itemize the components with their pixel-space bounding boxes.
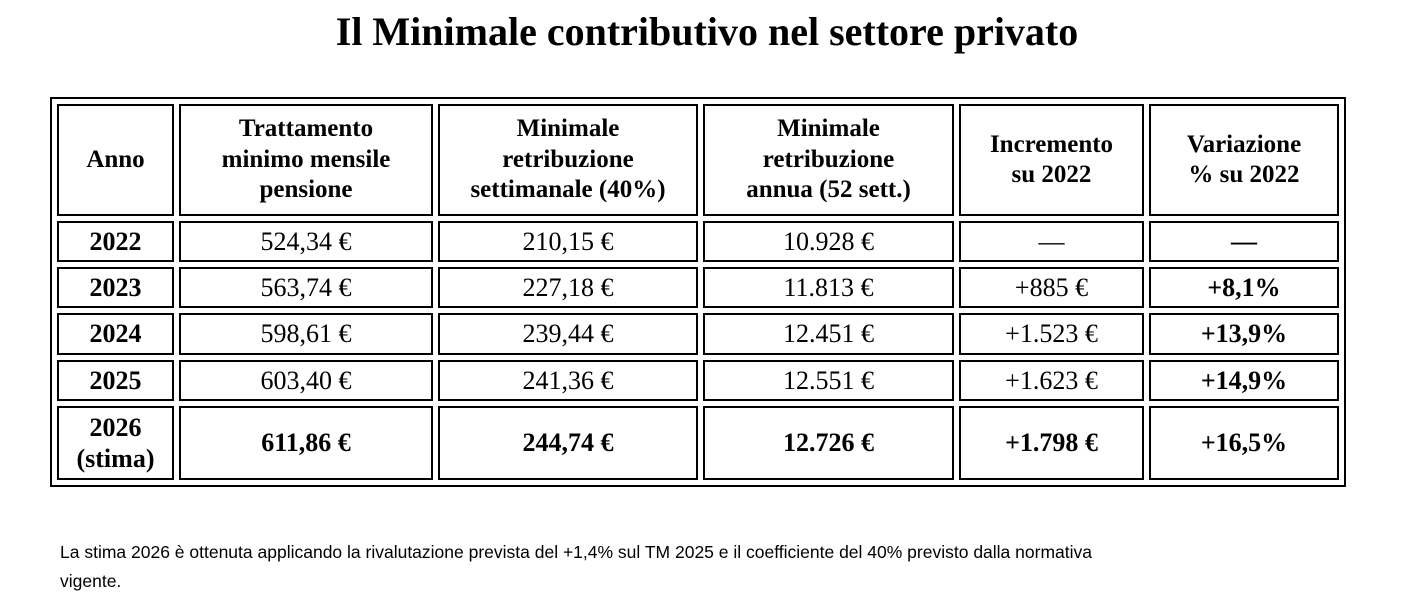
header-incremento: Incremento su 2022 <box>959 104 1144 216</box>
header-variazione: Variazione % su 2022 <box>1149 104 1339 216</box>
cell-incremento: +885 € <box>959 267 1144 309</box>
header-trattamento-minimo: Trattamento minimo mensile pensione <box>179 104 433 216</box>
cell-settimanale: 241,36 € <box>438 359 698 401</box>
cell-annua: 12.726 € <box>703 405 954 480</box>
cell-anno: 2024 <box>57 313 174 355</box>
footnote-stima-2026: La stima 2026 è ottenuta applicando la r… <box>60 542 1092 591</box>
cell-variazione: +8,1% <box>1149 267 1339 309</box>
cell-trattamento: 603,40 € <box>179 359 433 401</box>
cell-annua: 10.928 € <box>703 221 954 263</box>
cell-anno: 2025 <box>57 359 174 401</box>
header-minimale-settimanale: Minimale retribuzione settimanale (40%) <box>438 104 698 216</box>
cell-anno: 2022 <box>57 221 174 263</box>
cell-anno: 2026 (stima) <box>57 405 174 480</box>
cell-trattamento: 563,74 € <box>179 267 433 309</box>
cell-settimanale: 227,18 € <box>438 267 698 309</box>
cell-settimanale: 244,74 € <box>438 405 698 480</box>
cell-anno: 2023 <box>57 267 174 309</box>
minimale-contributivo-table: Anno Trattamento minimo mensile pensione… <box>50 97 1346 487</box>
cell-incremento: +1.798 € <box>959 405 1144 480</box>
cell-variazione: +13,9% <box>1149 313 1339 355</box>
cell-incremento: — <box>959 221 1144 263</box>
cell-incremento: +1.523 € <box>959 313 1144 355</box>
cell-annua: 12.451 € <box>703 313 954 355</box>
table-row-2026-stima: 2026 (stima) 611,86 € 244,74 € 12.726 € … <box>57 405 1339 480</box>
cell-variazione: — <box>1149 221 1339 263</box>
header-minimale-annua: Minimale retribuzione annua (52 sett.) <box>703 104 954 216</box>
header-row: Anno Trattamento minimo mensile pensione… <box>57 104 1339 216</box>
cell-trattamento: 524,34 € <box>179 221 433 263</box>
cell-variazione: +14,9% <box>1149 359 1339 401</box>
cell-annua: 12.551 € <box>703 359 954 401</box>
cell-variazione: +16,5% <box>1149 405 1339 480</box>
page-title: Il Minimale contributivo nel settore pri… <box>335 9 1079 54</box>
cell-trattamento: 611,86 € <box>179 405 433 480</box>
cell-settimanale: 239,44 € <box>438 313 698 355</box>
table-row-2023: 2023 563,74 € 227,18 € 11.813 € +885 € +… <box>57 267 1339 309</box>
cell-settimanale: 210,15 € <box>438 221 698 263</box>
table-row-2022: 2022 524,34 € 210,15 € 10.928 € — — <box>57 221 1339 263</box>
cell-trattamento: 598,61 € <box>179 313 433 355</box>
table-row-2025: 2025 603,40 € 241,36 € 12.551 € +1.623 €… <box>57 359 1339 401</box>
header-anno: Anno <box>57 104 174 216</box>
table-row-2024: 2024 598,61 € 239,44 € 12.451 € +1.523 €… <box>57 313 1339 355</box>
cell-incremento: +1.623 € <box>959 359 1144 401</box>
cell-annua: 11.813 € <box>703 267 954 309</box>
